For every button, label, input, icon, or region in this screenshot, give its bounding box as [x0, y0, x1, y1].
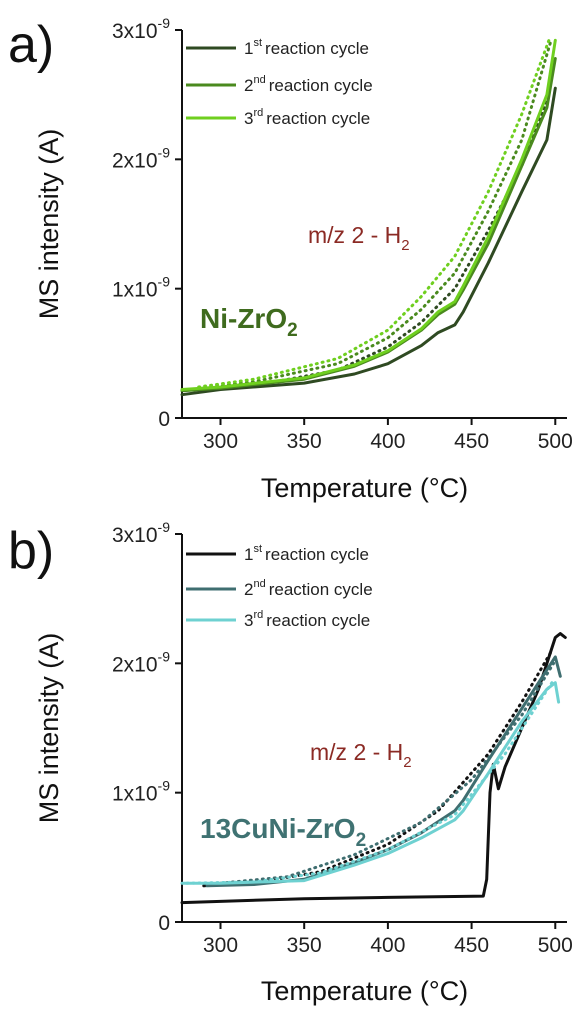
- legend-entry: 3rd reaction cycle: [244, 609, 370, 630]
- legend-superscript: st: [253, 37, 262, 49]
- legend-ordinal: 3: [244, 611, 253, 630]
- series-line-solid-2: [205, 655, 562, 888]
- annotation-text: m/z 2 - H: [310, 739, 403, 765]
- y-axis-title: MS intensity (A): [34, 129, 64, 320]
- legend-superscript: nd: [253, 74, 265, 86]
- annotation-subscript: 2: [401, 237, 409, 254]
- legend-superscript: rd: [253, 107, 263, 119]
- legend-label: reaction cycle: [266, 109, 370, 128]
- legend-ordinal: 1: [244, 39, 253, 58]
- y-tick-label: 3x10-9: [112, 15, 170, 43]
- y-tick-label: 2x10-9: [112, 648, 170, 676]
- sample-text: 13CuNi-ZrO: [200, 813, 356, 844]
- y-tick-exponent: -9: [158, 648, 171, 664]
- x-tick-label: 300: [203, 430, 238, 453]
- legend-label: reaction cycle: [269, 580, 373, 599]
- y-axis-title: MS intensity (A): [34, 633, 64, 824]
- y-tick-label: 1x10-9: [112, 778, 170, 806]
- sample-text: Ni-ZrO: [200, 303, 287, 334]
- sample-label: 13CuNi-ZrO2: [200, 813, 366, 851]
- series-line-dotted-3: [197, 35, 552, 389]
- annotation-subscript: 2: [403, 754, 411, 771]
- y-tick-base: 2x10: [112, 653, 158, 676]
- y-tick-base: 0: [158, 912, 170, 935]
- y-tick-label: 2x10-9: [112, 144, 170, 172]
- legend-ordinal: 1: [244, 545, 253, 564]
- y-tick-label: 0: [158, 408, 170, 431]
- x-tick-label: 400: [370, 934, 405, 957]
- legend-label: reaction cycle: [265, 545, 369, 564]
- legend-ordinal: 3: [244, 109, 253, 128]
- y-tick-base: 0: [158, 408, 170, 431]
- x-axis-title: Temperature (°C): [261, 473, 468, 503]
- legend-entry: 1st reaction cycle: [244, 543, 369, 564]
- legend-entry: 2nd reaction cycle: [244, 74, 373, 95]
- y-tick-exponent: -9: [158, 144, 171, 160]
- annotation-text: m/z 2 - H: [308, 222, 401, 248]
- sample-subscript: 2: [356, 830, 367, 851]
- y-tick-base: 3x10: [112, 20, 158, 43]
- series-line-solid-1: [180, 86, 557, 397]
- y-tick-exponent: -9: [158, 15, 171, 31]
- y-tick-base: 1x10: [112, 783, 158, 806]
- series-line-solid-3: [180, 38, 557, 391]
- x-tick-label: 450: [454, 430, 489, 453]
- chart-panel-a: a)300 350 400 450 50001x10-92x10-93x10-9Temp…: [8, 15, 573, 503]
- legend-entry: 3rd reaction cycle: [244, 107, 370, 128]
- y-tick-label: 3x10-9: [112, 519, 170, 547]
- panel-letter: a): [8, 16, 54, 74]
- legend-ordinal: 2: [244, 580, 253, 599]
- series-line-dotted-3: [185, 681, 554, 885]
- legend-ordinal: 2: [244, 76, 253, 95]
- series-line-dotted-1: [202, 648, 554, 888]
- annotation-label: m/z 2 - H2: [308, 222, 410, 254]
- x-tick-label: 400: [370, 430, 405, 453]
- series-line-solid-3: [180, 681, 561, 885]
- x-tick-label: 300: [203, 934, 238, 957]
- y-tick-label: 0: [158, 912, 170, 935]
- legend-label: reaction cycle: [269, 76, 373, 95]
- y-tick-exponent: -9: [158, 519, 171, 535]
- legend-entry: 1st reaction cycle: [244, 37, 369, 58]
- legend-label: reaction cycle: [265, 39, 369, 58]
- x-axis-title: Temperature (°C): [261, 976, 468, 1006]
- legend-superscript: st: [253, 543, 262, 555]
- x-tick-label: 350: [287, 934, 322, 957]
- y-tick-base: 1x10: [112, 279, 158, 302]
- legend-superscript: rd: [253, 609, 263, 621]
- legend-entry: 2nd reaction cycle: [244, 578, 373, 599]
- x-tick-label: 500: [538, 934, 573, 957]
- legend-label: reaction cycle: [266, 611, 370, 630]
- annotation-label: m/z 2 - H2: [310, 739, 412, 771]
- chart-panel-b: b)300 350 400 450 50001x10-92x10-93x10-9Temp…: [8, 519, 573, 1006]
- y-tick-exponent: -9: [158, 274, 171, 290]
- panel-letter: b): [8, 522, 54, 580]
- legend-superscript: nd: [253, 578, 265, 590]
- y-tick-exponent: -9: [158, 778, 171, 794]
- y-tick-base: 2x10: [112, 149, 158, 172]
- x-tick-label: 450: [454, 934, 489, 957]
- series-line-dotted-2: [197, 41, 552, 390]
- sample-subscript: 2: [287, 320, 298, 341]
- sample-label: Ni-ZrO2: [200, 303, 298, 341]
- y-tick-label: 1x10-9: [112, 274, 170, 302]
- y-tick-base: 3x10: [112, 524, 158, 547]
- series-line-solid-1: [180, 632, 567, 905]
- x-tick-label: 500: [538, 430, 573, 453]
- x-tick-label: 350: [287, 430, 322, 453]
